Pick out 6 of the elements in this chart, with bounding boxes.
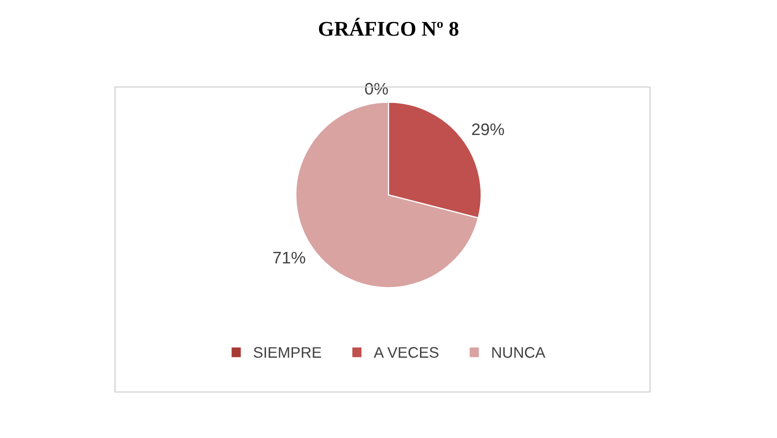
chart-title: GRÁFICO Nº 8 [318, 18, 458, 36]
legend-label: SIEMPRE [254, 347, 322, 358]
legend-label: NUNCA [492, 347, 546, 358]
data-label: 29% [472, 123, 504, 136]
legend-label: A VECES [374, 347, 438, 358]
data-label: 71% [273, 252, 306, 264]
